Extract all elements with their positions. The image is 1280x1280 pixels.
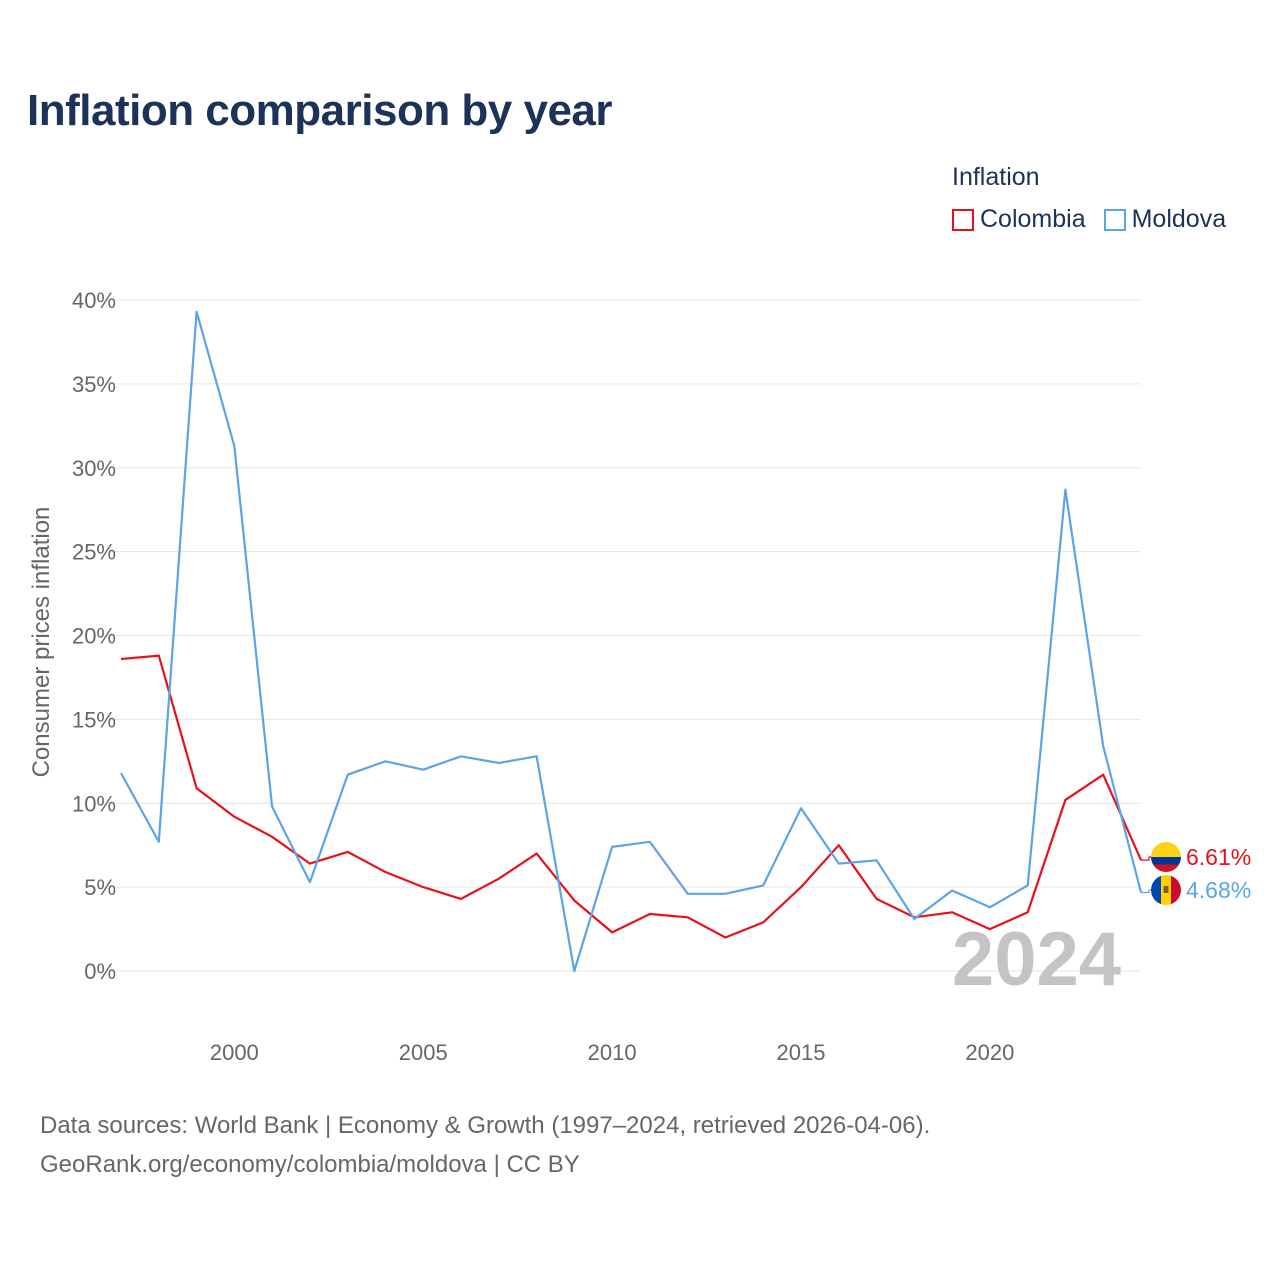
y-tick-label: 10% (72, 791, 116, 816)
y-tick-label: 0% (84, 959, 116, 984)
legend-title: Inflation (952, 163, 1040, 191)
series-line-colombia (120, 654, 1143, 939)
y-tick-label: 5% (84, 875, 116, 900)
end-label-colombia: 6.61% (1186, 844, 1251, 870)
x-tick-label: 2010 (588, 1040, 637, 1065)
x-tick-label: 2020 (965, 1040, 1014, 1065)
legend-label-moldova: Moldova (1131, 205, 1227, 233)
legend-swatch-moldova (1103, 208, 1126, 231)
y-tick-label: 40% (72, 288, 116, 313)
end-label-moldova: 4.68% (1186, 877, 1251, 903)
colombia-flag-icon (1151, 842, 1181, 872)
y-tick-label: 35% (72, 372, 116, 397)
chart-title: Inflation comparison by year (27, 86, 613, 135)
y-tick-label: 25% (72, 540, 116, 565)
legend-item-moldova[interactable]: Moldova (1103, 205, 1227, 234)
year-watermark: 2024 (952, 917, 1121, 1002)
data-source: Data sources: World Bank | Economy & Gro… (40, 1106, 930, 1184)
x-tick-label: 2005 (399, 1040, 448, 1065)
source-line-2[interactable]: GeoRank.org/economy/colombia/moldova | C… (40, 1151, 580, 1178)
x-tick-label: 2000 (210, 1040, 259, 1065)
legend-label-colombia: Colombia (980, 205, 1086, 233)
legend-swatch-colombia (952, 208, 974, 231)
legend: Colombia Moldova (952, 205, 1226, 234)
y-tick-label: 20% (72, 624, 116, 649)
series-line-moldova (120, 310, 1143, 973)
y-tick-label: 15% (72, 707, 116, 732)
moldova-flag-icon (1151, 875, 1181, 905)
y-tick-label: 30% (72, 456, 116, 481)
source-line-1: Data sources: World Bank | Economy & Gro… (40, 1112, 931, 1139)
legend-item-colombia[interactable]: Colombia (952, 205, 1086, 234)
x-tick-label: 2015 (777, 1040, 826, 1065)
